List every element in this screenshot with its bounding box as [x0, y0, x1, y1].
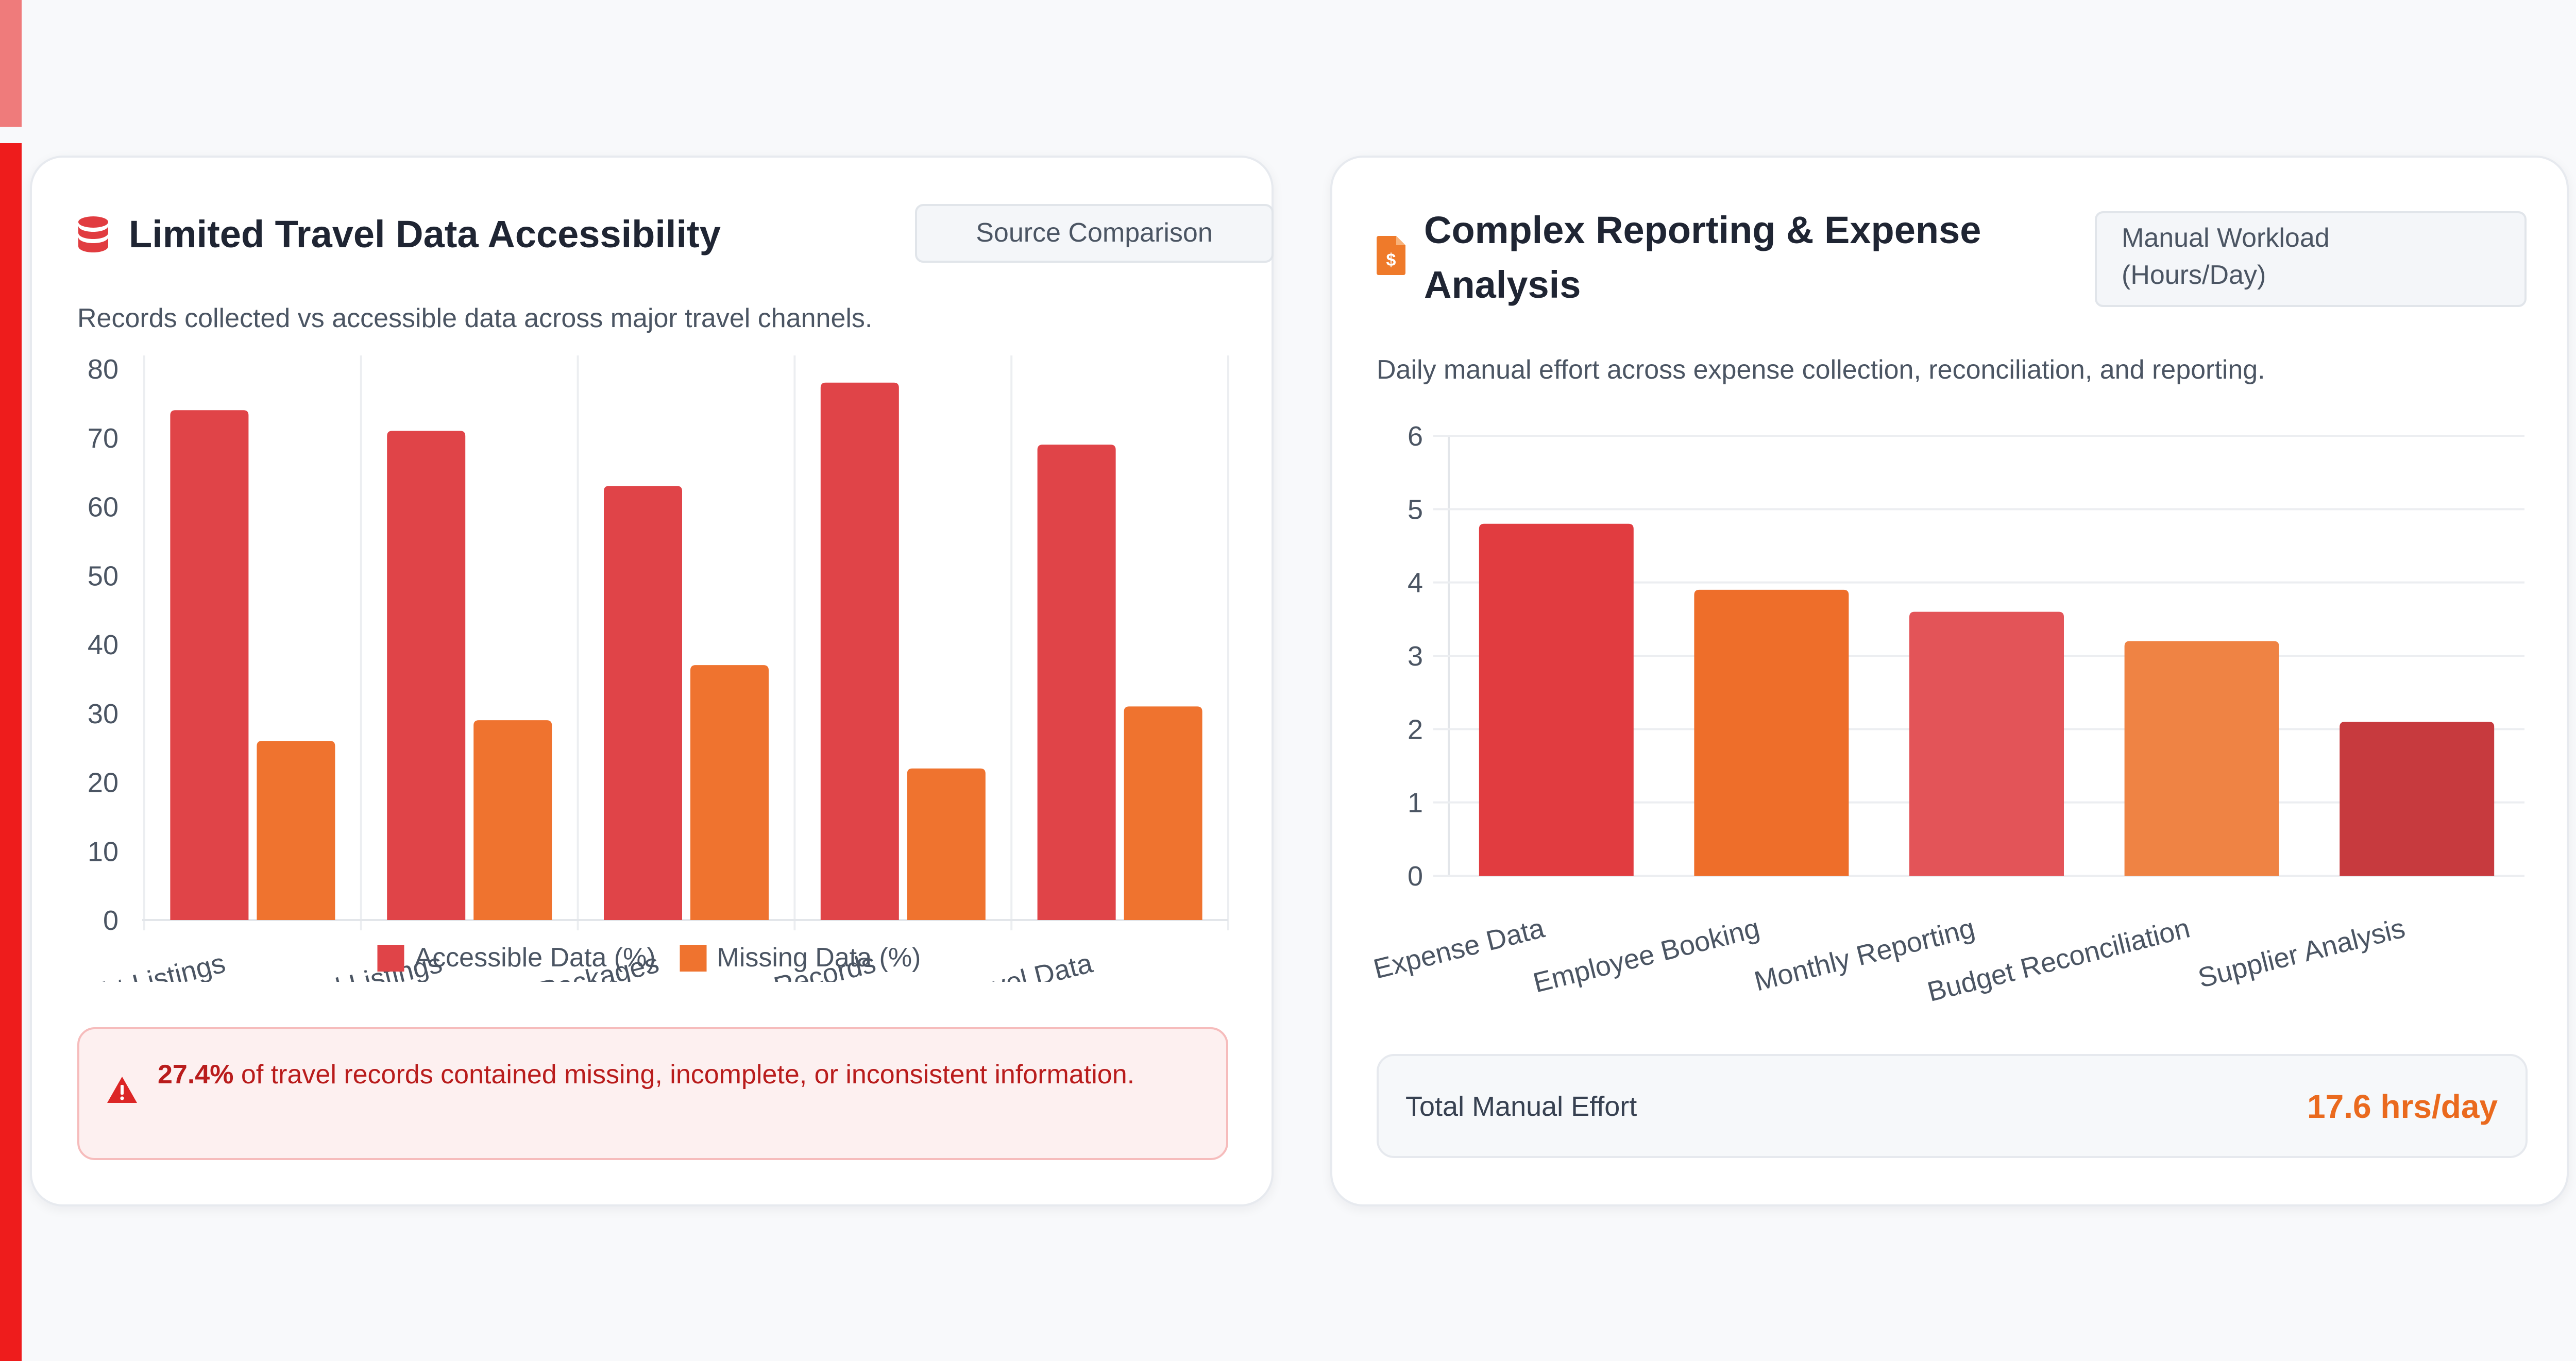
- y-tick-label: 40: [88, 630, 118, 660]
- y-tick-label: 0: [103, 905, 118, 936]
- bar-hotel-listings-missing-data: [473, 720, 552, 920]
- warning-triangle-icon: [107, 1077, 137, 1103]
- bar-employee-booking: [1694, 589, 1849, 876]
- missing-data-message: of travel records contained missing, inc…: [233, 1060, 1135, 1090]
- top-accent-bar: [0, 0, 22, 127]
- invoice-dollar-icon: $: [1377, 236, 1405, 275]
- reporting-expense-title-line1: Complex Reporting & Expense: [1424, 209, 1981, 251]
- x-tick-label: Expense Data: [1370, 912, 1548, 985]
- y-tick-label: 70: [88, 423, 118, 454]
- source-comparison-badge: Source Comparison: [915, 204, 1274, 263]
- bar-supplier-analysis: [2340, 722, 2495, 876]
- bar-hotel-listings-accessible-data: [387, 431, 466, 920]
- legend-swatch: [377, 945, 404, 972]
- y-tick-label: 30: [88, 699, 118, 729]
- reporting-expense-description: Daily manual effort across expense colle…: [1377, 355, 2265, 385]
- x-tick-label: Supplier Analysis: [2195, 912, 2409, 994]
- y-tick-label: 5: [1408, 494, 1423, 525]
- total-manual-effort-label: Total Manual Effort: [1405, 1091, 1637, 1122]
- bar-travel-packages-missing-data: [690, 665, 769, 920]
- y-tick-label: 20: [88, 768, 118, 798]
- missing-data-alert: 27.4% of travel records contained missin…: [77, 1027, 1228, 1160]
- bar-booking-records-accessible-data: [820, 382, 899, 920]
- y-tick-label: 6: [1408, 421, 1423, 452]
- y-tick-label: 50: [88, 560, 118, 591]
- svg-text:$: $: [1386, 250, 1396, 270]
- y-tick-label: 2: [1408, 714, 1423, 745]
- bar-corporate-travel-data-accessible-data: [1037, 445, 1116, 920]
- bar-flight-listings-missing-data: [257, 741, 335, 920]
- manual-workload-badge: Manual Workload (Hours/Day): [2095, 211, 2527, 307]
- y-tick-label: 60: [88, 492, 118, 523]
- x-tick-label: Employee Booking: [1530, 912, 1762, 998]
- total-manual-effort: Total Manual Effort 17.6 hrs/day: [1377, 1054, 2528, 1158]
- reporting-expense-card: $ Complex Reporting & Expense Analysis M…: [1330, 156, 2569, 1206]
- y-tick-label: 1: [1408, 788, 1423, 819]
- accessibility-bar-chart: 01020304050607080Flight ListingsHotel Li…: [56, 354, 1229, 982]
- missing-data-percentage: 27.4%: [158, 1060, 234, 1090]
- data-accessibility-card: Limited Travel Data Accessibility Source…: [30, 156, 1274, 1206]
- legend-swatch: [680, 945, 707, 972]
- y-tick-label: 3: [1408, 641, 1423, 672]
- total-manual-effort-value: 17.6 hrs/day: [2307, 1088, 2498, 1125]
- bar-expense-data: [1479, 523, 1634, 876]
- data-accessibility-description: Records collected vs accessible data acr…: [77, 303, 873, 333]
- bar-booking-records-missing-data: [907, 768, 986, 920]
- legend-label: Missing Data (%): [717, 943, 921, 973]
- bar-travel-packages-accessible-data: [604, 486, 682, 920]
- manual-workload-badge-line1: Manual Workload: [2122, 223, 2330, 253]
- y-tick-label: 0: [1408, 861, 1423, 892]
- y-tick-label: 10: [88, 836, 118, 867]
- bar-flight-listings-accessible-data: [170, 410, 249, 920]
- y-tick-label: 80: [88, 354, 118, 385]
- x-tick-label: Flight Listings: [56, 947, 228, 982]
- bar-corporate-travel-data-missing-data: [1124, 706, 1202, 920]
- side-accent-bar: [0, 143, 22, 1361]
- bar-monthly-reporting: [1909, 611, 2064, 876]
- y-tick-label: 4: [1408, 568, 1423, 599]
- manual-workload-badge-line2: (Hours/Day): [2122, 260, 2266, 290]
- database-icon: [78, 216, 108, 252]
- data-accessibility-title: Limited Travel Data Accessibility: [129, 213, 721, 256]
- reporting-expense-title-line2: Analysis: [1424, 263, 1581, 306]
- legend-label: Accessible Data (%): [415, 943, 656, 973]
- bar-budget-reconciliation: [2124, 641, 2279, 876]
